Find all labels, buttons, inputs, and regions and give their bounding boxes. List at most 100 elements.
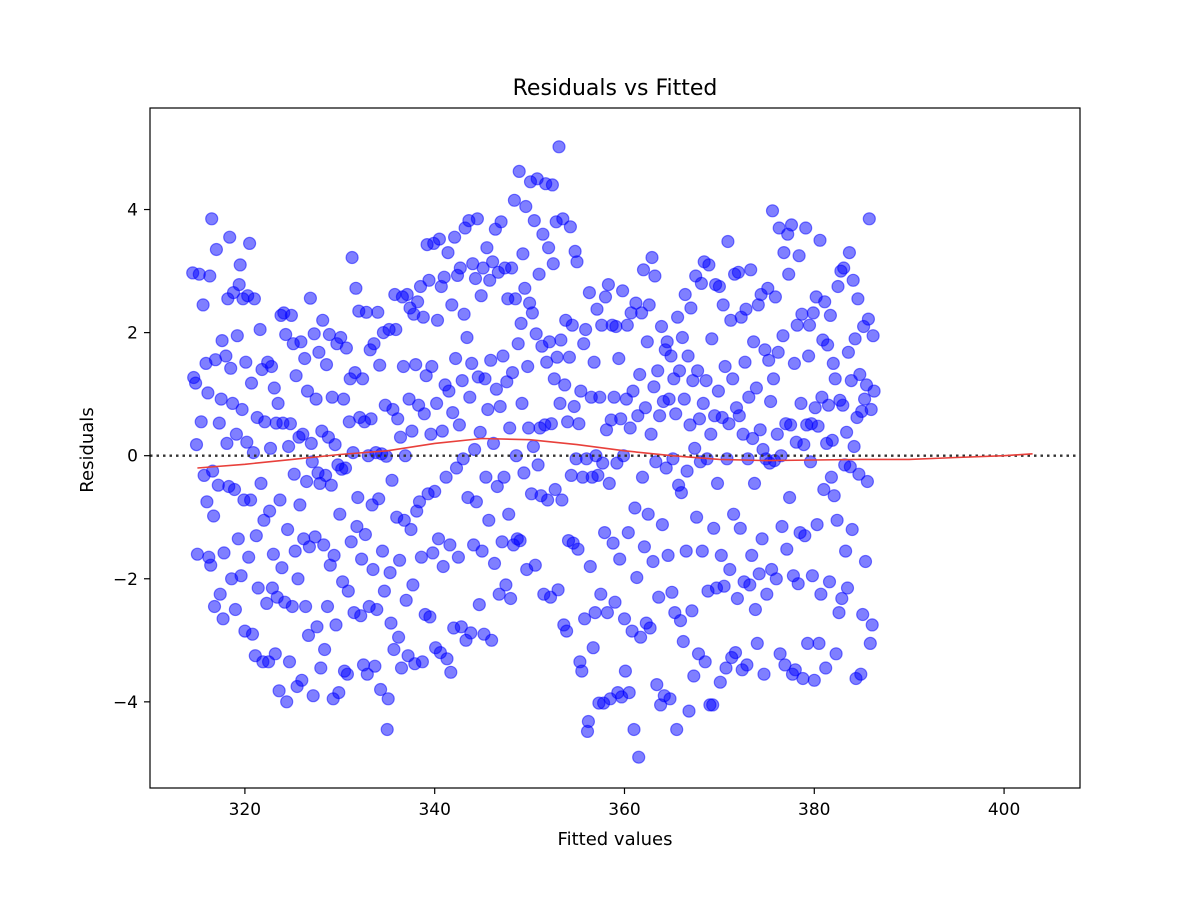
data-point <box>251 581 265 595</box>
data-point <box>249 529 263 543</box>
data-point <box>553 396 567 410</box>
data-point <box>207 599 222 614</box>
data-point <box>287 467 301 481</box>
data-point <box>540 355 554 369</box>
data-point <box>207 509 221 523</box>
data-point <box>423 610 437 624</box>
data-point <box>542 335 557 349</box>
data-point <box>551 583 565 597</box>
data-point <box>334 330 348 345</box>
data-point <box>766 372 781 386</box>
data-point <box>559 624 574 638</box>
data-point <box>484 353 498 367</box>
data-point <box>853 367 867 382</box>
data-point <box>716 298 730 312</box>
data-point <box>823 308 838 322</box>
data-point <box>406 578 420 592</box>
data-point <box>562 350 577 364</box>
data-point <box>588 605 602 620</box>
data-point <box>268 647 282 661</box>
data-point <box>799 221 813 235</box>
data-point <box>755 532 769 546</box>
data-point <box>718 359 732 374</box>
data-point <box>810 517 824 532</box>
data-point <box>201 386 215 400</box>
data-point <box>499 578 513 592</box>
data-point <box>800 636 815 651</box>
data-point <box>306 689 320 703</box>
data-point <box>393 430 408 444</box>
data-point <box>761 281 775 295</box>
data-point <box>861 312 876 326</box>
data-point <box>384 616 398 630</box>
data-point <box>726 372 740 386</box>
data-point <box>675 330 690 345</box>
data-point <box>254 476 268 490</box>
data-point <box>692 412 707 426</box>
data-point <box>719 661 733 675</box>
data-point <box>468 271 483 286</box>
data-point <box>852 467 866 481</box>
data-point <box>339 341 353 355</box>
data-point <box>634 306 649 320</box>
data-point <box>654 319 669 334</box>
data-point <box>705 332 719 346</box>
data-point <box>494 215 508 229</box>
data-point <box>203 269 217 283</box>
data-point <box>726 507 741 521</box>
data-point <box>190 547 204 561</box>
data-point <box>502 507 516 521</box>
data-point <box>615 284 630 298</box>
data-point <box>743 578 757 592</box>
data-point <box>659 461 673 475</box>
data-point <box>679 544 693 558</box>
data-point <box>590 302 604 316</box>
data-point <box>739 302 753 316</box>
data-point <box>663 692 677 706</box>
data-point <box>327 548 341 563</box>
data-point <box>791 577 805 591</box>
data-point <box>300 384 315 398</box>
data-point <box>748 602 763 617</box>
data-point <box>794 396 808 410</box>
data-point <box>389 322 403 337</box>
scatter-points <box>186 140 881 764</box>
data-point <box>436 559 450 574</box>
data-point <box>848 332 862 346</box>
data-point <box>518 281 532 295</box>
data-point <box>349 281 363 295</box>
data-point <box>655 517 670 532</box>
data-point <box>818 295 832 309</box>
data-point <box>828 372 842 386</box>
data-point <box>189 438 204 452</box>
data-point <box>396 359 410 374</box>
data-point <box>416 310 430 324</box>
data-point <box>441 246 455 260</box>
data-point <box>214 392 228 406</box>
data-point <box>226 396 240 410</box>
data-point <box>640 335 654 349</box>
data-point <box>513 533 527 548</box>
data-point <box>832 605 846 620</box>
data-point <box>301 628 316 643</box>
data-point <box>215 334 229 348</box>
data-point <box>811 419 825 433</box>
data-point <box>631 409 645 423</box>
data-point <box>780 542 794 556</box>
data-point <box>771 345 785 359</box>
data-point <box>319 468 333 482</box>
data-point <box>446 406 460 420</box>
data-point <box>515 396 529 410</box>
data-point <box>475 544 489 558</box>
data-point <box>307 327 321 341</box>
data-point <box>205 212 219 226</box>
data-point <box>711 384 726 398</box>
data-point <box>831 279 845 294</box>
data-point <box>863 636 877 651</box>
data-point <box>847 439 861 454</box>
data-point <box>411 295 425 309</box>
data-point <box>582 286 597 300</box>
data-point <box>765 204 780 218</box>
x-tick-label: 380 <box>798 800 830 820</box>
data-point <box>645 250 659 265</box>
